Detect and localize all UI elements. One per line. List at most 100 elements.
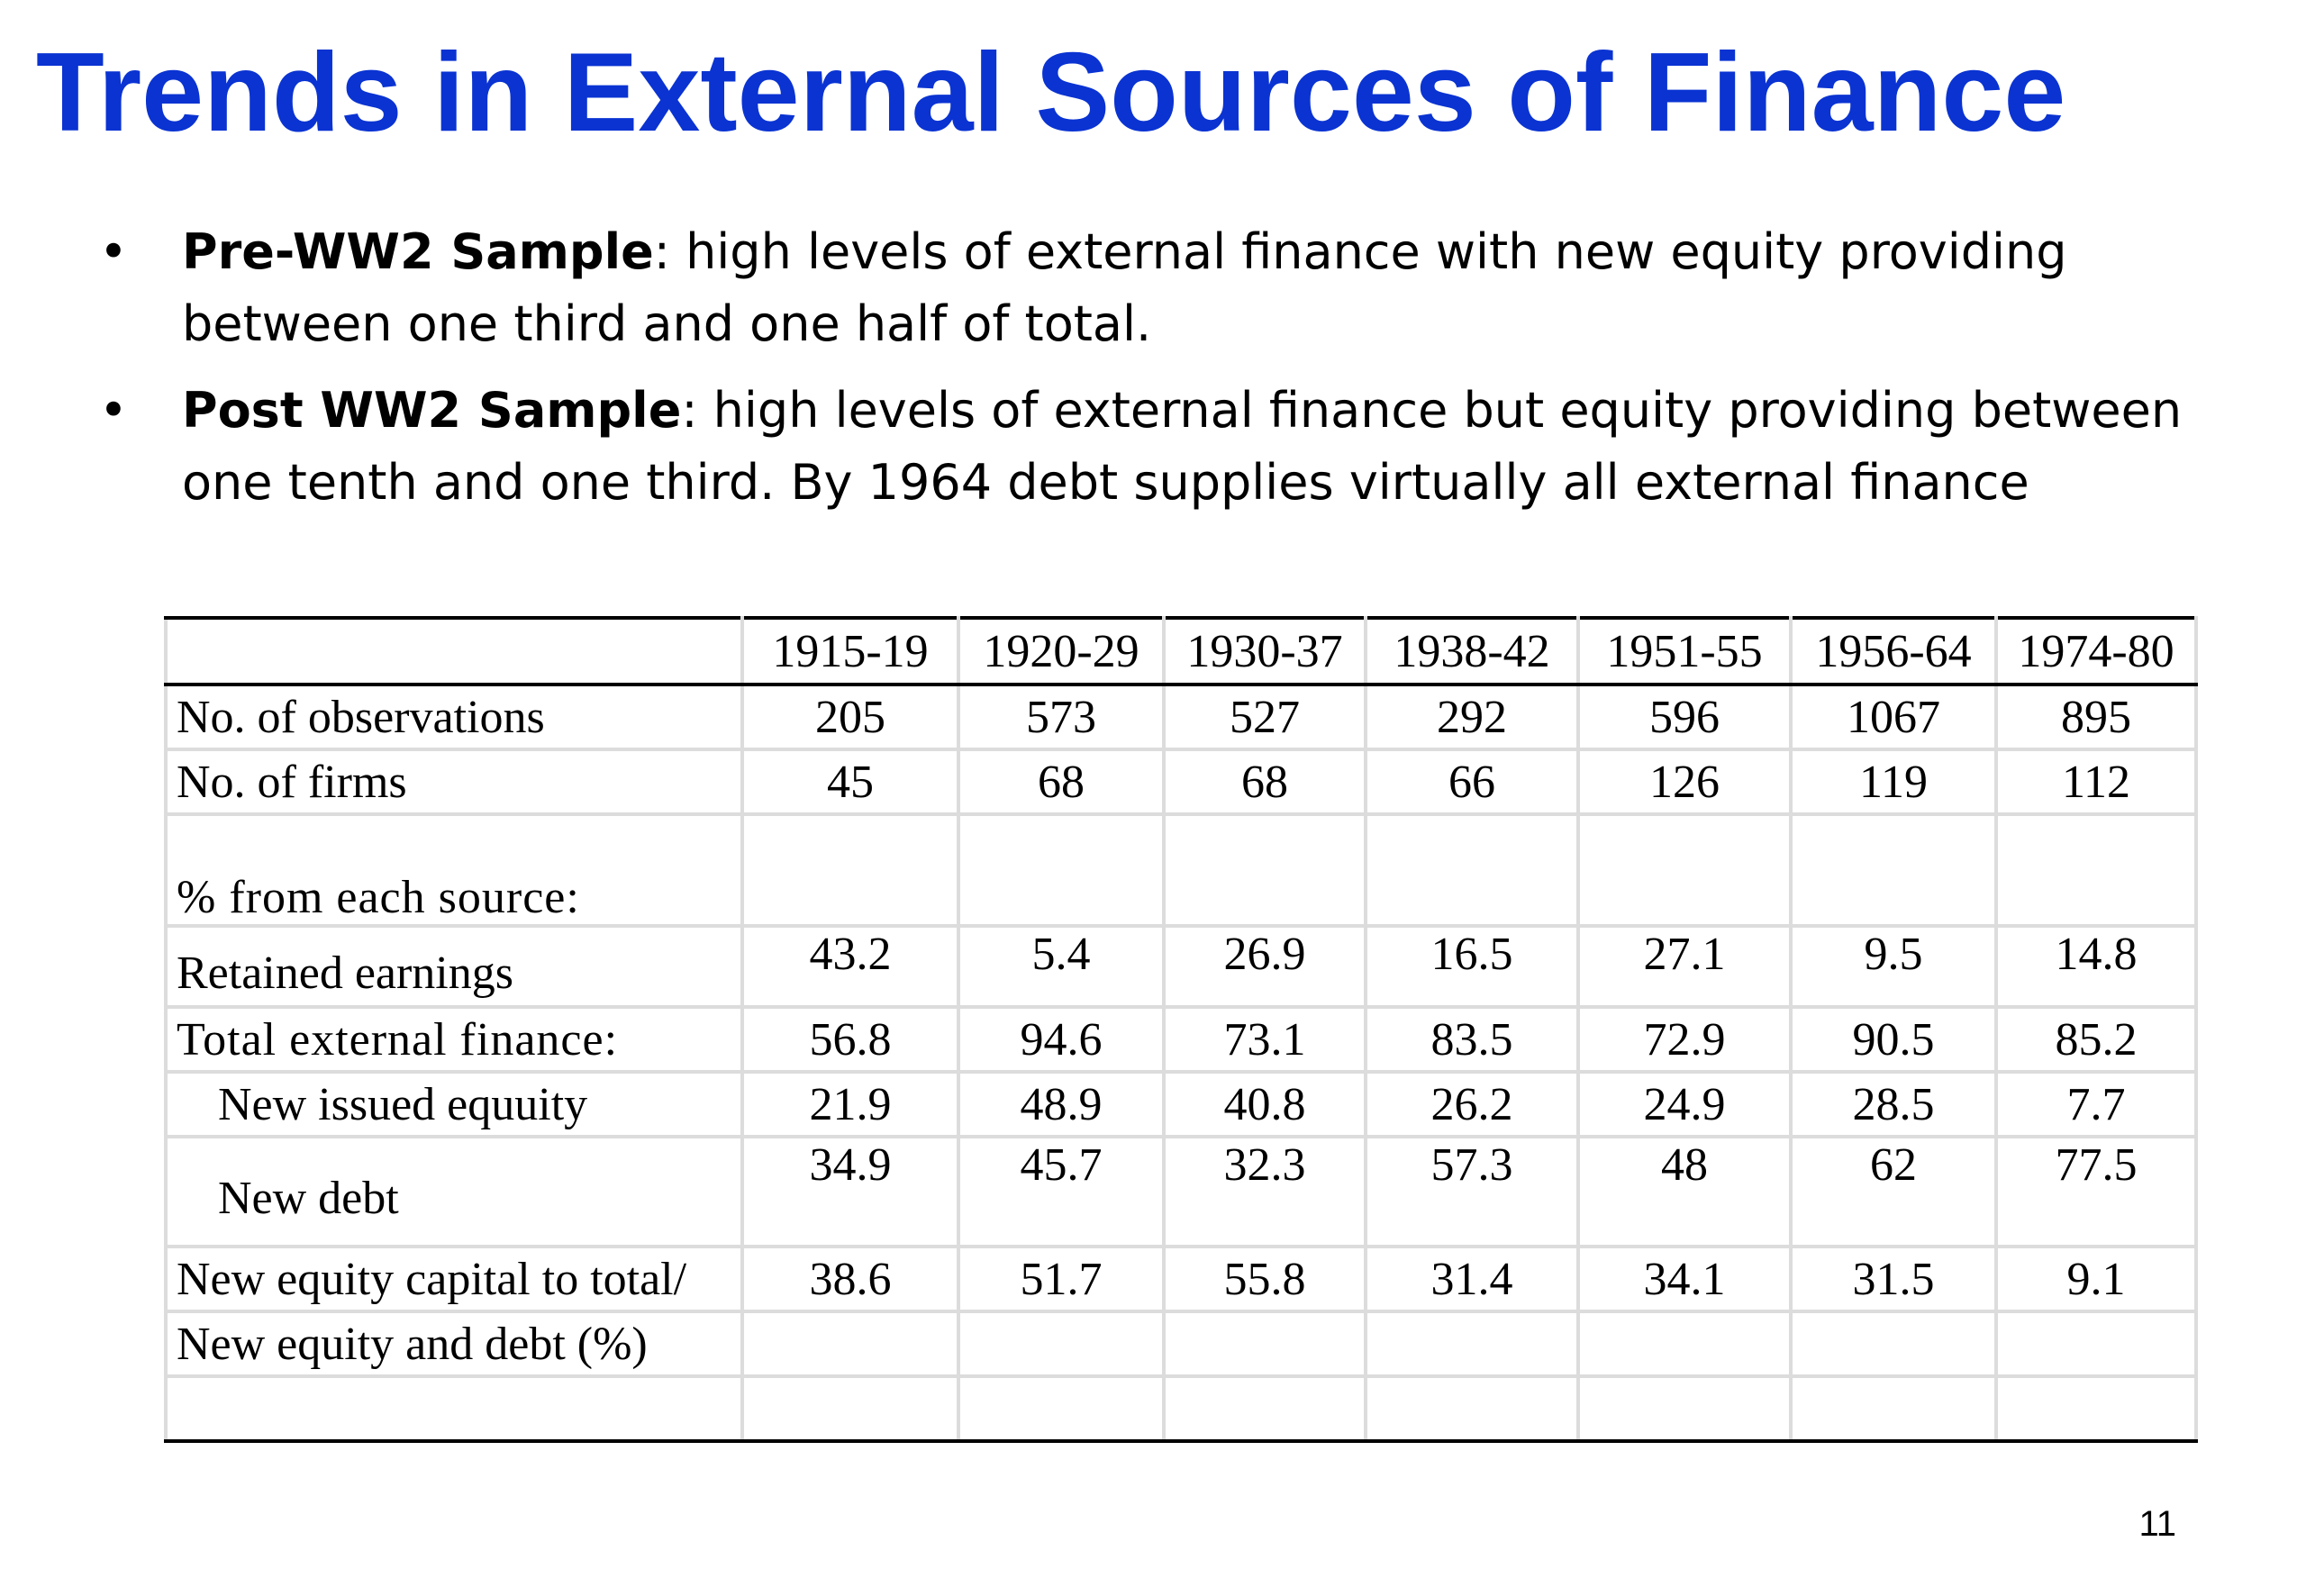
table-cell: 48.9: [957, 1070, 1166, 1138]
table-cell: 5.4: [957, 924, 1166, 1009]
table-cell: 45.7: [957, 1135, 1166, 1248]
table-cell: [1789, 1310, 1998, 1378]
table-cell: 73.1: [1162, 1005, 1367, 1074]
slide-title: Trends in External Sources of Finance: [36, 31, 2066, 155]
table-cell: 38.6: [740, 1245, 960, 1313]
table-row-new-debt: New debt 34.9 45.7 32.3 57.3 48 62 77.5: [164, 1135, 2198, 1248]
table-cell: 48: [1576, 1135, 1793, 1248]
header-cell: [164, 616, 744, 686]
bullet-heading: Post WW2 Sample: [182, 382, 682, 439]
table-cell: [1364, 1310, 1580, 1378]
table-cell: [740, 812, 960, 928]
table-row-new-equity: New issued equuity 21.9 48.9 40.8 26.2 2…: [164, 1070, 2198, 1138]
table-cell: 85.2: [1994, 1005, 2198, 1074]
table-cell: [1576, 1310, 1793, 1378]
table-cell: 16.5: [1364, 924, 1580, 1009]
table-cell: 28.5: [1789, 1070, 1998, 1138]
header-cell: 1915-19: [740, 616, 960, 686]
table-cell: 34.1: [1576, 1245, 1793, 1313]
bullet-dot-icon: •: [99, 223, 128, 280]
table-cell: 31.5: [1789, 1245, 1998, 1313]
table-cell: [1162, 812, 1367, 928]
table-cell: 40.8: [1162, 1070, 1367, 1138]
table-row-blank: [164, 1374, 2198, 1443]
row-label: Total external finance:: [164, 1005, 744, 1074]
table-cell: [1364, 812, 1580, 928]
table-cell: [1364, 1374, 1580, 1443]
table-cell: 21.9: [740, 1070, 960, 1138]
bullet-list: • Pre-WW2 Sample: high levels of externa…: [90, 216, 2234, 533]
bullet-text: : high levels of external finance with n…: [182, 223, 2067, 352]
table-cell: [957, 1374, 1166, 1443]
table-cell: 126: [1576, 748, 1793, 816]
table-cell: 90.5: [1789, 1005, 1998, 1074]
table-cell: 27.1: [1576, 924, 1793, 1009]
table-cell: 55.8: [1162, 1245, 1367, 1313]
table-row-firms: No. of firms 45 68 68 66 126 119 112: [164, 748, 2198, 816]
table-cell: [1789, 812, 1998, 928]
table-cell: 57.3: [1364, 1135, 1580, 1248]
table-row-equity-ratio-cont: New equity and debt (%): [164, 1310, 2198, 1378]
header-cell: 1956-64: [1789, 616, 1998, 686]
section-label: % from each source:: [164, 812, 744, 928]
table-cell: 43.2: [740, 924, 960, 1009]
table-cell: [957, 1310, 1166, 1378]
table-cell: 119: [1789, 748, 1998, 816]
bullet-heading: Pre-WW2 Sample: [182, 223, 654, 280]
table-cell: 77.5: [1994, 1135, 2198, 1248]
table-cell: 24.9: [1576, 1070, 1793, 1138]
header-cell: 1920-29: [957, 616, 1166, 686]
finance-sources-table: 1915-19 1920-29 1930-37 1938-42 1951-55 …: [164, 616, 2198, 1443]
table-cell: 45: [740, 748, 960, 816]
header-cell: 1938-42: [1364, 616, 1580, 686]
table-cell: 7.7: [1994, 1070, 2198, 1138]
table-cell: 68: [1162, 748, 1367, 816]
bullet-text: : high levels of external finance but eq…: [182, 382, 2183, 511]
table-cell: 205: [740, 683, 960, 751]
table-cell: [1576, 812, 1793, 928]
table-cell: 14.8: [1994, 924, 2198, 1009]
table-cell: 1067: [1789, 683, 1998, 751]
table-cell: 26.9: [1162, 924, 1367, 1009]
table-cell: 83.5: [1364, 1005, 1580, 1074]
table-cell: 51.7: [957, 1245, 1166, 1313]
row-label: New equity and debt (%): [164, 1310, 744, 1378]
header-cell: 1974-80: [1994, 616, 2198, 686]
row-label: New debt: [164, 1135, 744, 1248]
table-cell: 72.9: [1576, 1005, 1793, 1074]
table-cell: 56.8: [740, 1005, 960, 1074]
table-cell: [740, 1374, 960, 1443]
table-row-external-finance: Total external finance: 56.8 94.6 73.1 8…: [164, 1005, 2198, 1074]
table-cell: 573: [957, 683, 1166, 751]
row-label: No. of observations: [164, 683, 744, 751]
table-cell: [957, 812, 1166, 928]
table-cell: [1162, 1374, 1367, 1443]
table-cell: 62: [1789, 1135, 1998, 1248]
table-row-section: % from each source:: [164, 812, 2198, 928]
table-row-equity-ratio: New equity capital to total/ 38.6 51.7 5…: [164, 1245, 2198, 1313]
row-label: New issued equuity: [164, 1070, 744, 1138]
table-cell: [1162, 1310, 1367, 1378]
page-number: 11: [2138, 1504, 2176, 1544]
header-cell: 1930-37: [1162, 616, 1367, 686]
table-cell: 34.9: [740, 1135, 960, 1248]
table-cell: 895: [1994, 683, 2198, 751]
row-label: No. of firms: [164, 748, 744, 816]
bullet-pre-ww2: • Pre-WW2 Sample: high levels of externa…: [90, 216, 2234, 360]
table-cell: 596: [1576, 683, 1793, 751]
table-cell: [1994, 1310, 2198, 1378]
table-cell: [1576, 1374, 1793, 1443]
table-row-retained-earnings: Retained earnings 43.2 5.4 26.9 16.5 27.…: [164, 924, 2198, 1009]
table-cell: 9.5: [1789, 924, 1998, 1009]
table-cell: 94.6: [957, 1005, 1166, 1074]
table-cell: [740, 1310, 960, 1378]
row-label: New equity capital to total/: [164, 1245, 744, 1313]
table-cell: 112: [1994, 748, 2198, 816]
bullet-dot-icon: •: [99, 382, 128, 439]
table-cell: 66: [1364, 748, 1580, 816]
table-cell: 527: [1162, 683, 1367, 751]
table-cell: [164, 1374, 744, 1443]
table-cell: 9.1: [1994, 1245, 2198, 1313]
table-cell: 26.2: [1364, 1070, 1580, 1138]
bullet-post-ww2: • Post WW2 Sample: high levels of extern…: [90, 375, 2234, 519]
